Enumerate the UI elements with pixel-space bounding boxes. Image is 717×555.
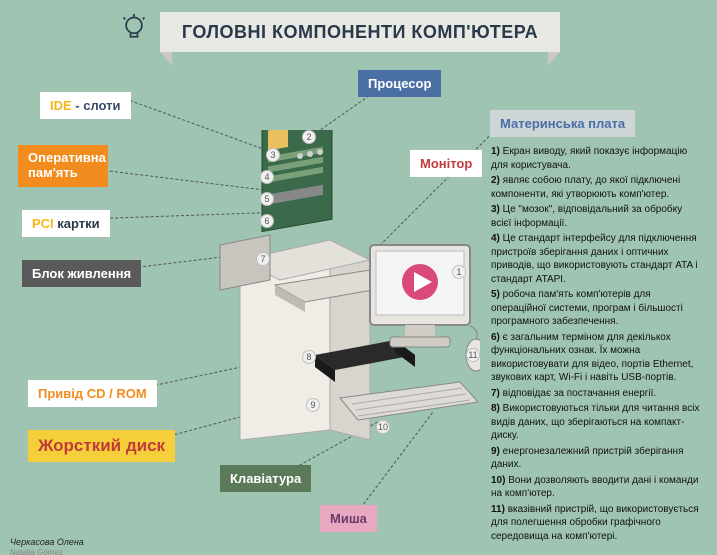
label-ram: Оперативна пам'ять [18,145,108,187]
desc-item: 3) Це "мозок", відповідальний за обробку… [491,203,701,230]
desc-item: 1) Екран виводу, який показує інформацію… [491,145,701,172]
monitor-graphic [370,245,470,347]
title-banner: ГОЛОВНІ КОМПОНЕНТИ КОМП'ЮТЕРА [160,12,560,52]
label-psu: Блок живлення [22,260,141,287]
credit-author: Черкасова Олена [10,537,84,547]
marker-9: 9 [306,398,320,412]
marker-8: 8 [302,350,316,364]
label-keyboard: Клавіатура [220,465,311,492]
desc-item: 2) являє собою плату, до якої підключені… [491,174,701,201]
desc-item: 5) робоча пам'ять комп'ютерів для операц… [491,288,701,329]
label-processor: Процесор [358,70,441,97]
description-panel: 1) Екран виводу, який показує інформацію… [491,145,701,545]
desc-item: 11) вказівний пристрій, що використовуєт… [491,503,701,544]
desc-item: 8) Використовуються тільки для читання в… [491,402,701,443]
label-hdd: Жорсткий диск [28,430,175,462]
marker-10: 10 [376,420,390,434]
credit-template: Natalia Gómez [10,548,63,555]
desc-item: 9) енергонезалежний пристрій зберігання … [491,445,701,472]
label-mouse: Миша [320,505,377,532]
marker-2: 2 [302,130,316,144]
lightbulb-icon [120,14,148,42]
label-pci: PCI картки [22,210,110,237]
marker-5: 5 [260,192,274,206]
label-cdrom: Привід CD / ROM [28,380,157,407]
label-monitor: Монітор [410,150,482,177]
desc-item: 4) Це стандарт інтерфейсу для підключенн… [491,232,701,286]
infographic-canvas: ГОЛОВНІ КОМПОНЕНТИ КОМП'ЮТЕРА [0,0,717,555]
marker-6: 6 [260,214,274,228]
title-text: ГОЛОВНІ КОМПОНЕНТИ КОМП'ЮТЕРА [182,22,538,43]
marker-4: 4 [260,170,274,184]
desc-item: 6) є загальним терміном для декількох фу… [491,331,701,385]
banner-fold-left [160,52,172,66]
marker-11: 11 [466,348,480,362]
banner-fold-right [548,52,560,66]
label-motherboard: Материнська плата [490,110,635,137]
marker-7: 7 [256,252,270,266]
marker-3: 3 [266,148,280,162]
desc-item: 7) відповідає за постачання енергії. [491,387,701,401]
computer-illustration [180,130,480,450]
desc-item: 10) Вони дозволяють вводити дані і коман… [491,474,701,501]
marker-1: 1 [452,265,466,279]
label-ide: IDE - слоти [40,92,131,119]
